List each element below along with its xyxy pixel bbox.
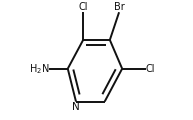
Text: N: N	[72, 102, 80, 111]
Text: H$_2$N: H$_2$N	[29, 62, 49, 76]
Text: Cl: Cl	[146, 64, 155, 74]
Text: Cl: Cl	[78, 2, 88, 12]
Text: Br: Br	[114, 2, 124, 12]
